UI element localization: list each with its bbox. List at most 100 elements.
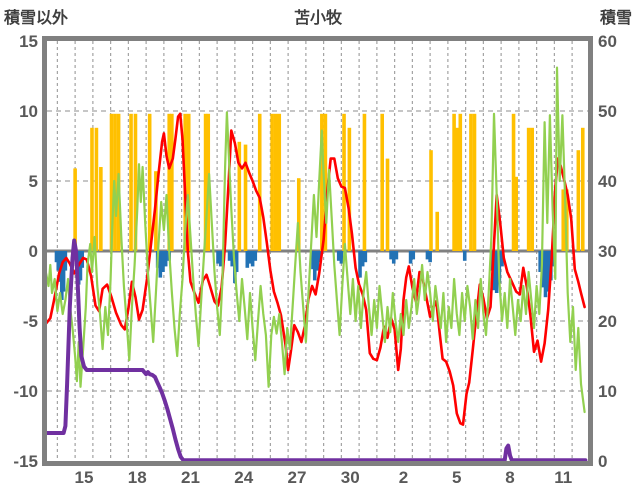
- orange-bars-bar: [277, 113, 282, 251]
- orange-bars-bar: [429, 150, 433, 251]
- plot-frame: [42, 36, 593, 466]
- blue-bars-bar: [339, 251, 344, 264]
- left-axis-tick: 5: [29, 172, 38, 191]
- left-axis-tick: 15: [19, 32, 38, 51]
- orange-bars-bar: [243, 144, 248, 251]
- blue-bars-bar: [158, 251, 163, 278]
- orange-bars-bar: [511, 113, 516, 251]
- blue-bars-bar: [245, 251, 250, 268]
- right-axis-tick: 60: [598, 32, 617, 51]
- x-axis-tick: 11: [554, 468, 572, 487]
- orange-bars-bar: [147, 113, 152, 251]
- orange-bars-bar: [347, 127, 352, 251]
- orange-bars-bar: [270, 113, 274, 251]
- x-axis-tick: 27: [288, 468, 307, 487]
- orange-bars-bar: [129, 113, 133, 251]
- orange-bars-bar: [203, 113, 208, 251]
- right-axis-tick: 10: [598, 382, 617, 401]
- orange-bars-bar: [469, 113, 473, 251]
- right-axis-tick: 40: [598, 172, 617, 191]
- orange-bars-bar: [133, 113, 138, 251]
- orange-bars-bar: [452, 113, 456, 251]
- chart-title: 苫小牧: [293, 10, 342, 27]
- left-axis-tick: 10: [19, 102, 38, 121]
- right-axis-tick: 50: [598, 102, 617, 121]
- blue-bars-bar: [227, 251, 232, 261]
- right-axis-title: 積雪: [599, 10, 632, 27]
- blue-bars-bar: [312, 251, 317, 281]
- orange-bars-bar: [514, 176, 519, 251]
- left-axis-tick: -10: [13, 382, 38, 401]
- x-axis-tick: 8: [505, 468, 514, 487]
- blue-bars-bar: [234, 251, 239, 272]
- left-axis-tick: -15: [13, 452, 38, 471]
- orange-bars-bar: [94, 127, 99, 251]
- red-line: [47, 112, 586, 426]
- blue-bars-bar: [538, 251, 542, 272]
- blue-bars-bar: [489, 251, 494, 271]
- blue-bars-bar: [216, 251, 220, 264]
- orange-bars-bar: [257, 113, 262, 251]
- blue-bars-bar: [541, 251, 545, 288]
- orange-bars-bar: [99, 167, 103, 251]
- orange-bars-bar: [385, 158, 390, 251]
- blue-bars-bar: [161, 251, 165, 272]
- right-axis-tick: 20: [598, 312, 617, 331]
- orange-bars-bar: [273, 113, 278, 251]
- x-axis-tick: 21: [181, 468, 200, 487]
- blue-bars-bar: [394, 251, 399, 260]
- orange-bars-bar: [380, 113, 384, 251]
- right-axis-tick: 0: [598, 452, 607, 471]
- blue-bars-bar: [462, 251, 467, 261]
- orange-bars-bar: [320, 113, 324, 251]
- x-axis-tick: 5: [452, 468, 461, 487]
- orange-bars-bar: [296, 178, 301, 251]
- orange-bars-bar: [186, 113, 191, 251]
- blue-bars-bar: [389, 251, 393, 260]
- blue-bars-bar: [358, 251, 362, 278]
- blue-bars-bar: [336, 251, 341, 261]
- orange-bars-bar: [435, 211, 440, 251]
- blue-bars-bar: [253, 251, 258, 261]
- orange-bars-bar: [90, 127, 94, 251]
- orange-bars-bar: [561, 189, 566, 251]
- line-series: [47, 66, 588, 461]
- orange-bars-bar: [454, 127, 459, 251]
- blue-bars-bar: [318, 251, 322, 263]
- blue-bars-bar: [61, 251, 66, 292]
- x-axis-tick: 30: [341, 468, 360, 487]
- blue-bars-bar: [218, 251, 223, 267]
- blue-bars-bar: [425, 251, 430, 260]
- orange-bars-bar: [167, 113, 171, 251]
- blue-bars-bar: [163, 251, 168, 267]
- blue-bars-bar: [363, 251, 368, 263]
- orange-bars-bar: [237, 141, 242, 251]
- x-axis-tick: 24: [234, 468, 253, 487]
- blue-bars-bar: [500, 251, 504, 267]
- blue-bars-bar: [492, 251, 496, 291]
- blue-bars-bar: [494, 251, 499, 293]
- blue-bars-bar: [230, 251, 235, 267]
- green-line: [47, 66, 586, 414]
- orange-bars-bar: [109, 113, 114, 251]
- blue-bars-bar: [391, 251, 396, 264]
- orange-bars-bar: [73, 168, 77, 251]
- blue-bars-bar: [250, 251, 255, 267]
- blue-bars-bar: [543, 251, 548, 298]
- left-axis-tick: 0: [29, 242, 38, 261]
- x-axis-tick: 18: [128, 468, 147, 487]
- left-axis-title: 積雪以外: [4, 10, 69, 27]
- blue-bars-bar: [315, 251, 320, 271]
- plot-border: [42, 36, 593, 466]
- left-axis-tick: -5: [23, 312, 38, 331]
- orange-bars-bar: [323, 113, 328, 251]
- snow-depth-purple-line: [47, 238, 588, 461]
- orange-bars-bar: [472, 113, 477, 251]
- blue-bars-bar: [408, 251, 413, 264]
- right-axis-tick: 30: [598, 242, 617, 261]
- x-axis-tick: 15: [75, 468, 94, 487]
- blue-bars-bar: [411, 251, 416, 260]
